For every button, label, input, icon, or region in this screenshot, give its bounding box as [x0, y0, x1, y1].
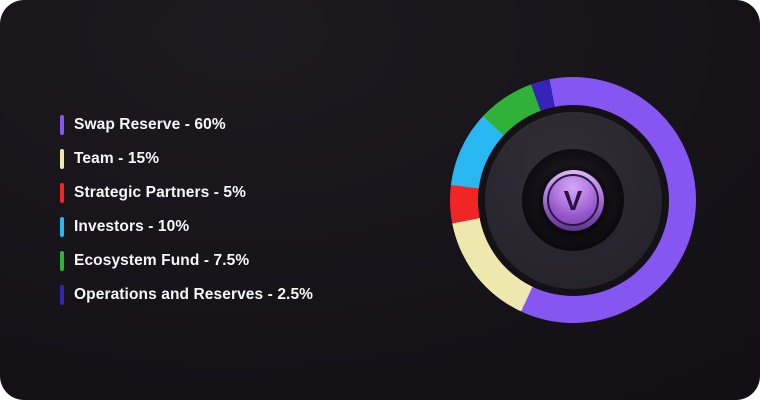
- legend-item-label: Ecosystem Fund - 7.5%: [74, 252, 250, 269]
- legend-item-label: Team - 15%: [74, 150, 160, 167]
- legend-item-ecosystem-fund: Ecosystem Fund - 7.5%: [60, 251, 313, 271]
- legend-color-chip: [60, 285, 64, 305]
- legend-item-label: Strategic Partners - 5%: [74, 184, 247, 201]
- legend-item-label: Investors - 10%: [74, 218, 190, 235]
- legend-item-strategic-partners: Strategic Partners - 5%: [60, 183, 313, 203]
- token-coin-face: V: [547, 174, 599, 226]
- legend: Swap Reserve - 60% Team - 15% Strategic …: [60, 115, 313, 319]
- legend-color-chip: [60, 183, 64, 203]
- legend-item-label: Swap Reserve - 60%: [74, 116, 226, 133]
- legend-color-chip: [60, 251, 64, 271]
- legend-color-chip: [60, 115, 64, 135]
- legend-item-team: Team - 15%: [60, 149, 313, 169]
- legend-color-chip: [60, 217, 64, 237]
- legend-color-chip: [60, 149, 64, 169]
- token-coin-letter: V: [563, 185, 583, 216]
- legend-item-investors: Investors - 10%: [60, 217, 313, 237]
- token-coin-icon: V: [542, 169, 604, 231]
- donut-chart: V: [450, 77, 696, 323]
- legend-item-operations-reserves: Operations and Reserves - 2.5%: [60, 285, 313, 305]
- legend-item-swap-reserve: Swap Reserve - 60%: [60, 115, 313, 135]
- legend-item-label: Operations and Reserves - 2.5%: [74, 286, 314, 303]
